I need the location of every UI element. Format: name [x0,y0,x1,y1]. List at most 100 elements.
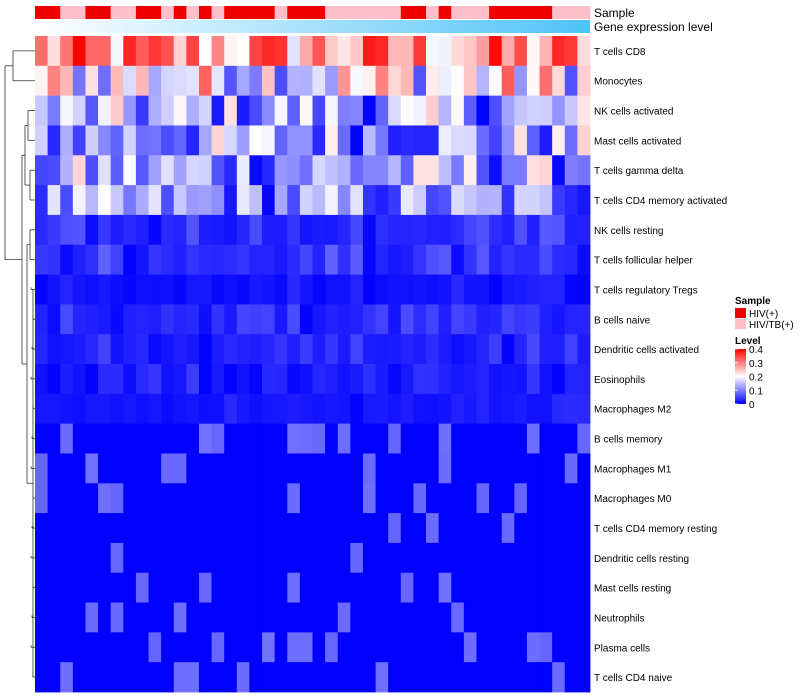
heatmap-cell [337,513,351,544]
heatmap-cell [577,185,591,216]
heatmap-cell [85,513,99,544]
heatmap-cell [577,95,591,126]
heatmap-cell [72,513,86,544]
heatmap-cell [514,274,528,305]
heatmap-cell [148,572,162,603]
heatmap-cell [173,662,187,693]
heatmap-cell [501,185,515,216]
heatmap-cell [85,125,99,156]
heatmap-cell [337,65,351,97]
heatmap-cell [463,334,477,365]
heatmap-cell [337,364,351,395]
heatmap-cell [135,513,149,544]
heatmap-cell [426,513,440,544]
heatmap-cell [375,483,389,514]
heatmap-cell [312,364,326,395]
heatmap-cell [98,572,112,603]
legend-level-tick-label: 0.2 [749,373,763,384]
heatmap-cell [489,572,503,603]
heatmap-cell [198,65,212,97]
heatmap-cell [60,95,74,126]
heatmap-cell [262,36,276,67]
heatmap-cell [274,244,288,275]
heatmap-cell [362,364,376,395]
heatmap-cell [564,95,578,126]
heatmap-cell [539,602,553,633]
heatmap-cell [350,662,364,693]
heatmap-cell [400,214,414,246]
heatmap-cell [539,483,553,514]
row-label: Mast cells resting [594,584,671,595]
row-labels: T cells CD8 Monocytes NK cells activated Ma… [594,47,727,684]
heatmap-cell [161,334,175,365]
heatmap-cell [564,513,578,544]
heatmap-cell [299,95,313,126]
heatmap-cell [249,304,263,335]
heatmap-cell [47,304,61,335]
heatmap-cell [211,513,225,544]
heatmap-cell [299,65,313,97]
heatmap-cell [564,364,578,395]
heatmap-cell [400,542,414,574]
heatmap-cell [85,364,99,395]
heatmap-cell [451,542,465,574]
heatmap-cell [135,393,149,425]
heatmap-cell [72,304,86,335]
heatmap-cell [539,155,553,186]
heatmap-cell [110,214,124,246]
heatmap-cell [224,453,238,484]
heatmap-cell [577,125,591,156]
heatmap-cell [135,214,149,246]
heatmap-cell [539,185,553,216]
heatmap-cell [400,36,414,67]
heatmap-cell [135,185,149,216]
heatmap-cell [123,513,137,544]
heatmap-cell [274,95,288,126]
heatmap-cell [262,95,276,126]
heatmap-cell [287,95,301,126]
heatmap-cell [198,453,212,484]
heatmap-cell [451,95,465,126]
heatmap-cell [262,423,276,454]
heatmap-cell [186,304,200,335]
heatmap-cell [514,542,528,574]
sample-annotation-label: Sample [594,6,635,20]
heatmap-cell [375,453,389,484]
heatmap-cell [501,334,515,365]
heatmap-cell [198,334,212,365]
heatmap-cell [85,274,99,305]
heatmap-cell [438,423,452,454]
heatmap-cell [362,513,376,544]
heatmap-cell [526,483,540,514]
sample-annotation-cell [337,6,351,19]
heatmap-cell [539,244,553,275]
sample-annotation-cell [262,6,276,19]
heatmap-cell [236,453,250,484]
heatmap-cell [173,185,187,216]
heatmap-cell [186,95,200,126]
heatmap-cell [400,65,414,97]
sample-annotation-cell [312,6,326,19]
heatmap-cell [98,483,112,514]
heatmap-cell [463,453,477,484]
heatmap-cell [224,185,238,216]
heatmap-cell [426,662,440,693]
expression-annotation-label: Gene expression level [594,20,713,34]
heatmap-cell [85,65,99,97]
heatmap-cell [173,125,187,156]
heatmap-cell [224,65,238,97]
heatmap-cell [438,542,452,574]
heatmap-cell [161,185,175,216]
heatmap-cell [325,662,339,693]
heatmap-cell [148,483,162,514]
heatmap-cell [236,274,250,305]
heatmap-cell [362,632,376,663]
heatmap-cell [400,334,414,365]
heatmap-cell [312,632,326,663]
heatmap-cell [72,393,86,425]
heatmap-cell [312,453,326,484]
heatmap-cell [72,214,86,246]
heatmap-cell [438,155,452,186]
heatmap-cell [564,244,578,275]
heatmap-cell [47,185,61,216]
